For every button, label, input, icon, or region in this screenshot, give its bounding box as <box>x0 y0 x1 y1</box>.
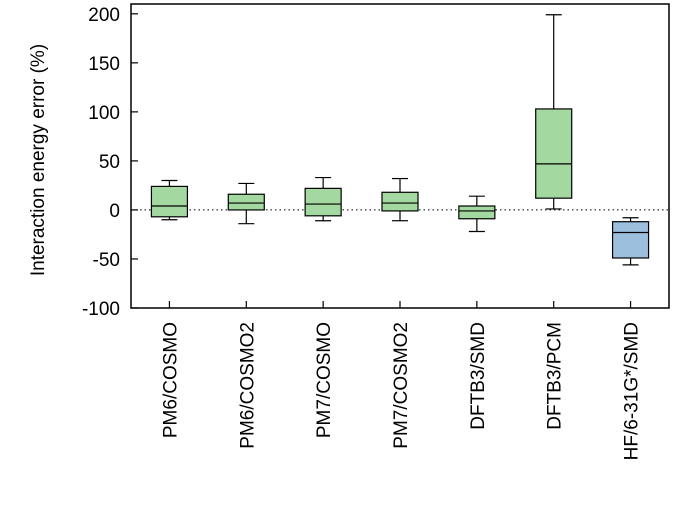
x-tick-label: PM6/COSMO2 <box>237 322 258 449</box>
box-0 <box>150 179 189 221</box>
x-tick-label: PM6/COSMO <box>160 322 181 438</box>
y-axis-ticks: 200 150 100 50 0 -50 -100 <box>82 5 138 320</box>
box-6 <box>611 217 650 266</box>
box-iqr <box>611 221 650 259</box>
y-axis-title: Interaction energy error (%) <box>28 44 49 276</box>
box-5 <box>535 14 573 210</box>
y-tick-label: -100 <box>82 299 120 320</box>
y-tick-label: 50 <box>99 152 120 173</box>
box-iqr <box>150 185 189 218</box>
box-1 <box>227 182 265 225</box>
box-4 <box>458 195 496 233</box>
y-tick-label: 150 <box>88 54 120 75</box>
x-tick-label: PM7/COSMO <box>314 322 335 438</box>
x-tick-label: DFTB3/PCM <box>545 322 566 430</box>
box-2 <box>304 176 342 222</box>
boxes-group <box>150 14 650 266</box>
y-tick-label: 100 <box>88 103 120 124</box>
box-iqr <box>535 108 573 199</box>
x-tick-label: HF/6-31G*/SMD <box>622 322 643 460</box>
box-iqr <box>227 193 265 211</box>
y-tick-label: 200 <box>88 5 120 26</box>
box-iqr <box>381 191 419 212</box>
y-tick-label: -50 <box>93 250 120 271</box>
plot-frame <box>130 3 670 309</box>
box-iqr <box>458 205 496 220</box>
x-tick-label: DFTB3/SMD <box>468 322 489 430</box>
box-3 <box>381 177 419 222</box>
y-tick-label: 0 <box>109 201 120 222</box>
x-tick-label: PM7/COSMO2 <box>391 322 412 449</box>
box-iqr <box>304 187 342 217</box>
x-axis-ticks: PM6/COSMO PM6/COSMO2 PM7/COSMO PM7/COSMO2 DF… <box>160 301 643 460</box>
